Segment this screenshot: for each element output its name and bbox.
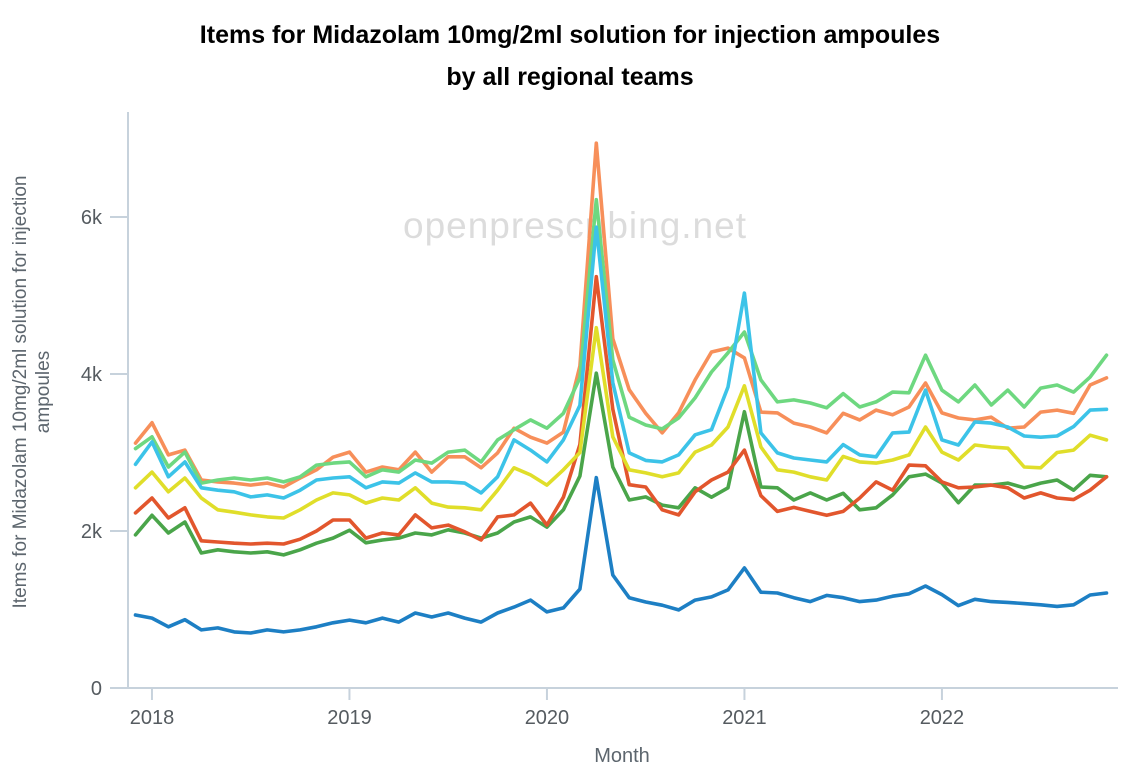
x-axis-title: Month	[594, 745, 650, 767]
y-tick-label: 0	[91, 678, 102, 700]
chart-title-line1: Items for Midazolam 10mg/2ml solution fo…	[199, 21, 941, 49]
series-line-cyan	[133, 225, 1109, 500]
y-tick-label: 4k	[81, 364, 103, 386]
x-tick-label: 2022	[920, 707, 965, 729]
y-axis-title-line: ampoules	[33, 351, 54, 433]
chart-title: Items for Midazolam 10mg/2ml solution fo…	[0, 14, 1140, 98]
x-tick-label: 2019	[327, 707, 372, 729]
series-line-blue	[133, 475, 1109, 635]
y-tick-label: 2k	[81, 521, 103, 543]
series-line-orange	[133, 141, 1109, 489]
series-line-yellow	[133, 325, 1109, 520]
x-tick-label: 2020	[525, 707, 570, 729]
series-line-light-green	[133, 197, 1109, 485]
chart-title-line2: by all regional teams	[446, 63, 694, 91]
y-axis-title-line: Items for Midazolam 10mg/2ml solution fo…	[10, 176, 31, 609]
y-tick-label: 6k	[81, 207, 103, 229]
x-tick-label: 2018	[130, 707, 175, 729]
y-axis-title: Items for Midazolam 10mg/2ml solution fo…	[10, 176, 54, 609]
watermark-text: openprescribing.net	[403, 205, 747, 246]
x-tick-label: 2021	[722, 707, 767, 729]
series-line-green	[133, 371, 1109, 557]
series-line-red	[133, 274, 1109, 546]
